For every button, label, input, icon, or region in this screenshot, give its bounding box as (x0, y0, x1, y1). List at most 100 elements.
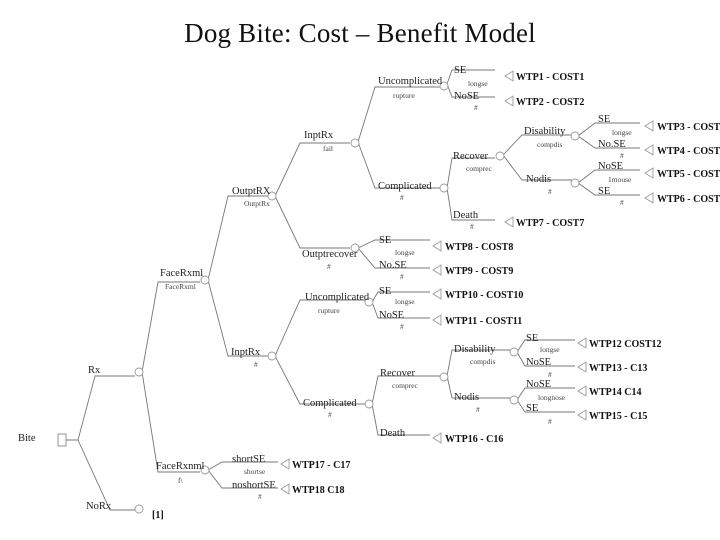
payoff-19: [1] (152, 510, 164, 521)
payoff-2: WTP2 - COST2 (516, 97, 584, 108)
chance-node-inpt-top (350, 138, 360, 148)
sublabel-disab1: compdis (537, 140, 562, 149)
chance-node-comp1 (439, 183, 449, 193)
label-se12: SE (526, 333, 538, 344)
terminal-triangle (280, 483, 290, 495)
label-death1: Death (453, 210, 479, 221)
terminal-triangle (644, 192, 654, 204)
payoff-16: WTP16 - C16 (445, 434, 503, 445)
label-disab2: Disability (454, 344, 496, 355)
label-inpt-rx-low: InptRx (231, 347, 261, 358)
sublabel-se10: longse (395, 297, 415, 306)
payoff-17: WTP17 - C17 (292, 460, 350, 471)
sublabel-face-rxm: FaceRxml (165, 282, 196, 291)
label-outpt-rx: OutptRX (232, 186, 271, 197)
chance-node-nodis2 (509, 395, 519, 405)
sublabel-se5: # (620, 198, 624, 207)
sublabel-se8: longse (395, 248, 415, 257)
label-shortse: shortSE (232, 454, 265, 465)
chance-node-face-rxm (200, 275, 210, 285)
payoff-3: WTP3 - COST (657, 122, 720, 133)
terminal-triangle (644, 167, 654, 179)
sublabel-nose3: # (620, 151, 624, 160)
payoff-10: WTP10 - COST10 (445, 290, 523, 301)
chance-node-uncomp1 (439, 81, 449, 91)
sublabel-shortse: shortse (244, 467, 266, 476)
label-se8: SE (379, 235, 391, 246)
payoff-8: WTP8 - COST8 (445, 242, 513, 253)
terminal-triangle (504, 216, 514, 228)
terminal-triangle (432, 314, 442, 326)
label-nose3: No.SE (598, 139, 626, 150)
label-se10: SE (379, 286, 391, 297)
label-se5: SE (598, 186, 610, 197)
chance-node-recover1 (495, 151, 505, 161)
sublabel-se1: longse (468, 79, 488, 88)
label-uncomp2: Uncomplicated (305, 292, 370, 303)
sublabel-se14: # (548, 417, 552, 426)
sublabel-nose5: 1mouse (608, 175, 632, 184)
sublabel-uncomp2: rupture (318, 306, 340, 315)
payoff-5: WTP5 - COST (657, 169, 720, 180)
terminal-triangle (644, 144, 654, 156)
terminal-triangle (432, 240, 442, 252)
sublabel-nodis2: # (476, 405, 480, 414)
terminal-triangle (280, 458, 290, 470)
payoff-13: WTP13 - C13 (589, 363, 647, 374)
label-recover2: Recover (380, 368, 415, 379)
terminal-triangle (577, 361, 587, 373)
node-labels: Bite Rx NoRx FaceRxml FaceRxml FaceRxnml… (18, 65, 632, 512)
chance-node-recover2 (439, 372, 449, 382)
label-se3: SE (598, 114, 610, 125)
sublabel-inpt-rx-low: # (254, 360, 258, 369)
label-uncomp1: Uncomplicated (378, 76, 443, 87)
tree-branches (62, 69, 640, 511)
sublabel-se12: longse (540, 345, 560, 354)
sublabel-noshortse: # (258, 492, 262, 501)
payoff-1: WTP1 - COST1 (516, 72, 584, 83)
sublabel-disab2: compdis (470, 357, 495, 366)
label-se1: SE (454, 65, 466, 76)
sublabel-outptrecover: # (327, 262, 331, 271)
terminal-triangle (577, 337, 587, 349)
label-comp2: Complicated (303, 398, 357, 409)
payoff-14: WTP14 C14 (589, 387, 642, 398)
payoff-7: WTP7 - COST7 (516, 218, 584, 229)
payoff-6: WTP6 - COST (657, 194, 720, 205)
chance-node-comp2 (364, 399, 374, 409)
label-face-rxnm: FaceRxnml (156, 461, 204, 472)
payoff-12: WTP12 COST12 (589, 339, 662, 350)
chance-node-inpt (267, 351, 277, 361)
terminal-triangle (432, 432, 442, 444)
sublabel-nose8: # (400, 272, 404, 281)
label-death2: Death (380, 428, 406, 439)
sublabel-comp2: # (328, 410, 332, 419)
payoff-4: WTP4 - COST (657, 146, 720, 157)
terminal-triangle (577, 385, 587, 397)
label-nodis1: Nodis (526, 174, 551, 185)
terminal-triangle (432, 264, 442, 276)
terminal-triangle (644, 120, 654, 132)
chance-node-outptrecover (350, 243, 360, 253)
label-nose10: NoSE (379, 310, 404, 321)
sublabel-outpt-rx: OutptRx (244, 199, 270, 208)
label-inpt-rx-top: InptRx (304, 130, 334, 141)
label-comp1: Complicated (378, 181, 432, 192)
label-nodis2: Nodis (454, 392, 479, 403)
sublabel-face-rxnm: f\ (178, 476, 183, 485)
tree-nodes (57, 81, 580, 514)
label-se14: SE (526, 403, 538, 414)
label-nose8: No.SE (379, 260, 407, 271)
terminal-labels: WTP1 - COST1 WTP2 - COST2 WTP3 - COST WT… (152, 72, 720, 521)
label-bite: Bite (18, 433, 36, 444)
payoff-15: WTP15 - C15 (589, 411, 647, 422)
chance-node-outpt (267, 191, 277, 201)
sublabel-death1: # (470, 222, 474, 231)
sublabel-recover2: comprec (392, 381, 418, 390)
label-nose5: NoSE (598, 161, 623, 172)
label-nose1: NoSE (454, 91, 479, 102)
sublabel-nodis1: # (548, 187, 552, 196)
sublabel-uncomp1: rupture (393, 91, 415, 100)
chance-node-rx (134, 367, 144, 377)
